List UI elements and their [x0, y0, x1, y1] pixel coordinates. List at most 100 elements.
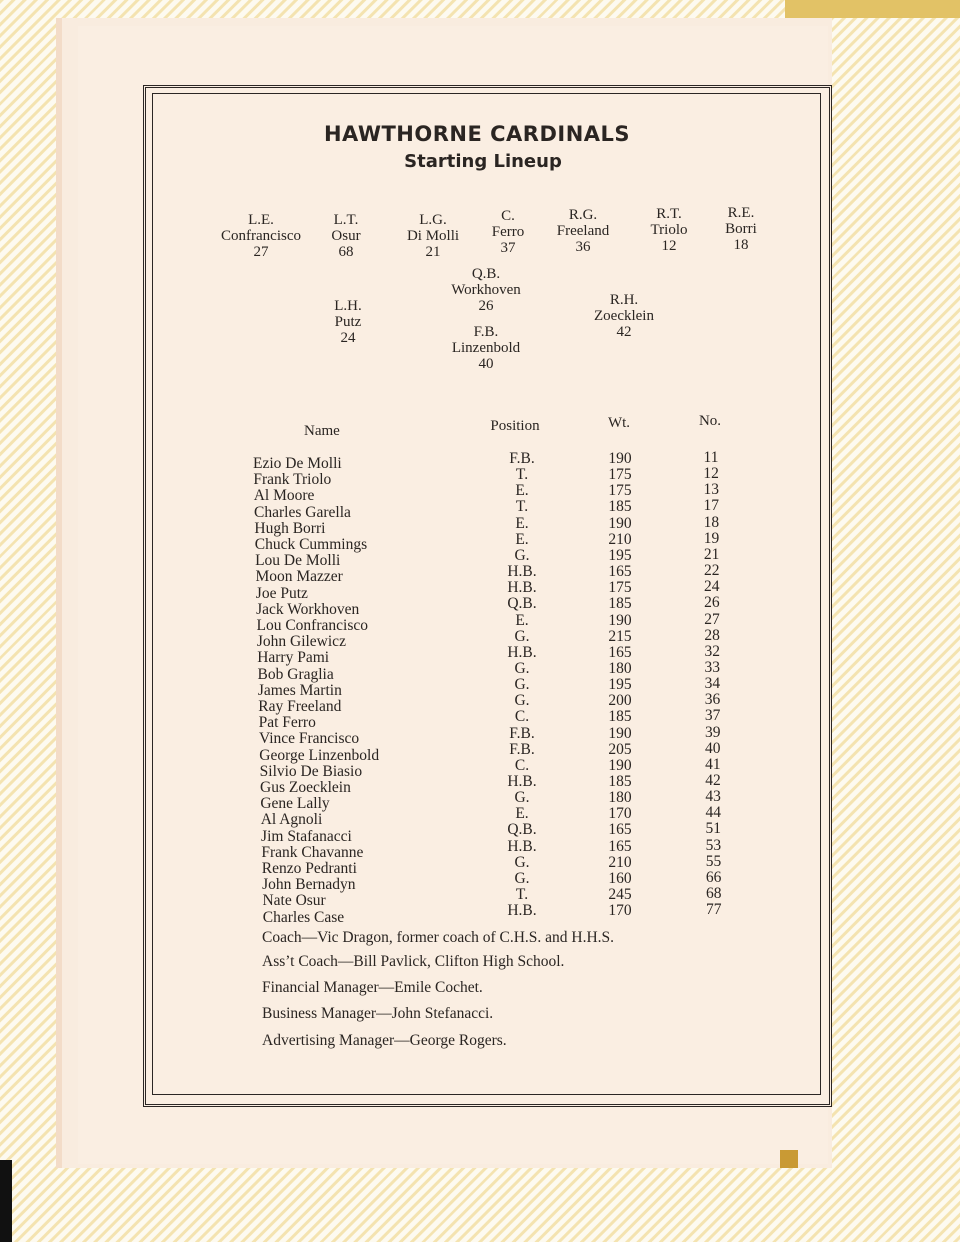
lineup-no: 68	[338, 244, 354, 260]
staff-entry: Financial Manager—Emile Cochet.	[262, 979, 483, 996]
player-weight: 185	[608, 773, 632, 790]
player-weight: 165	[608, 643, 632, 661]
player-position: G.	[514, 659, 530, 677]
player-name: John Bernadyn	[262, 876, 356, 894]
player-name: Gene Lally	[260, 795, 330, 813]
player-name: Vince Francisco	[258, 730, 360, 748]
lineup-position: L.G. Di Molli 21	[407, 212, 459, 260]
staff-entry: Coach—Vic Dragon, former coach of C.H.S.…	[262, 929, 615, 946]
program-page	[78, 26, 828, 1164]
player-number: 12	[703, 465, 719, 483]
staff-entry: Ass’t Coach—Bill Pavlick, Clifton High S…	[262, 953, 565, 970]
player-position: Q.B.	[507, 595, 537, 613]
player-position: E.	[515, 805, 529, 823]
player-name: Gus Zoecklein	[260, 779, 351, 796]
player-weight: 165	[608, 837, 632, 855]
player-position: T.	[515, 498, 529, 516]
player-weight: 195	[608, 676, 632, 694]
lineup-position: Q.B. Workhoven 26	[451, 266, 521, 314]
player-number: 43	[705, 788, 721, 806]
player-name: Nate Osur	[262, 892, 326, 910]
player-number: 42	[705, 772, 721, 789]
lineup-pos: L.G.	[419, 212, 447, 228]
player-name: Harry Pami	[257, 649, 330, 667]
player-weight: 180	[608, 789, 632, 807]
player-position: H.B.	[507, 837, 537, 855]
player-weight: 190	[608, 756, 632, 774]
player-number: 55	[705, 852, 722, 870]
player-weight: 170	[608, 902, 632, 920]
player-weight: 195	[608, 546, 632, 564]
player-position: C.	[514, 756, 530, 774]
lineup-name: Putz	[334, 314, 362, 330]
player-number: 68	[705, 885, 722, 903]
player-name: James Martin	[257, 681, 342, 699]
lineup-name: Osur	[331, 228, 361, 244]
player-position: Q.B.	[507, 821, 537, 839]
player-name: Lou De Molli	[255, 552, 341, 570]
player-number: 17	[703, 497, 720, 515]
lineup-name: Zoecklein	[594, 308, 654, 324]
lineup-pos: C.	[501, 208, 515, 224]
player-weight: 200	[608, 692, 632, 710]
player-name: John Gilewicz	[256, 633, 346, 651]
lineup-pos: L.T.	[333, 212, 359, 228]
player-position: C.	[514, 708, 530, 726]
player-name: Hugh Borri	[254, 519, 326, 537]
player-number: 77	[706, 901, 722, 919]
player-position: H.B.	[507, 773, 537, 790]
player-number: 36	[704, 691, 721, 709]
player-weight: 205	[608, 740, 632, 758]
lineup-name: Linzenbold	[451, 340, 521, 356]
player-weight: 245	[608, 886, 632, 904]
player-weight: 165	[608, 821, 632, 839]
player-number: 34	[704, 675, 721, 693]
player-weight: 175	[608, 579, 632, 597]
player-position: G.	[514, 869, 530, 887]
player-weight: 165	[608, 563, 632, 581]
player-weight: 185	[608, 708, 632, 726]
column-header: Wt.	[607, 415, 631, 431]
player-name: Jim Stafanacci	[261, 827, 352, 845]
player-weight: 175	[608, 466, 632, 484]
player-weight: 210	[608, 853, 632, 871]
player-name: Pat Ferro	[258, 714, 316, 732]
lineup-position: L.H. Putz 24	[334, 298, 362, 346]
player-position: H.B.	[507, 563, 537, 581]
player-position: H.B.	[507, 643, 537, 661]
lineup-no: 27	[253, 244, 269, 260]
player-position: H.B.	[507, 902, 537, 920]
lineup-no: 18	[733, 237, 749, 253]
scan-edge	[0, 1160, 12, 1242]
player-number: 28	[704, 626, 720, 644]
player-number: 37	[704, 707, 721, 725]
player-name: Ezio De Molli	[253, 455, 342, 472]
lineup-pos: L.H.	[334, 298, 362, 314]
player-position: F.B.	[509, 724, 535, 742]
player-position: E.	[515, 530, 529, 548]
lineup-no: 36	[575, 239, 591, 255]
player-weight: 215	[608, 627, 632, 645]
player-number: 40	[705, 739, 721, 757]
lineup-pos: L.E.	[248, 212, 274, 228]
player-weight: 210	[608, 530, 632, 548]
lineup-position: R.G. Freeland 36	[557, 207, 609, 255]
player-number: 51	[705, 820, 722, 838]
player-position: T.	[515, 466, 529, 484]
lineup-no: 24	[340, 330, 356, 346]
lineup-position: L.E. Confrancisco 27	[221, 212, 301, 260]
player-position: G.	[514, 692, 530, 710]
lineup-pos: F.B.	[473, 324, 499, 340]
player-name: Lou Confrancisco	[256, 617, 368, 634]
player-name: Joe Putz	[255, 584, 308, 602]
player-name: Frank Triolo	[253, 471, 332, 489]
player-position: F.B.	[509, 450, 535, 467]
player-weight: 170	[608, 805, 632, 823]
staff-entry: Business Manager—John Stefanacci.	[262, 1005, 494, 1022]
player-number: 39	[704, 723, 721, 741]
page-border-inner	[152, 93, 821, 1095]
lineup-name: Borri	[725, 221, 757, 237]
player-name: Al Moore	[253, 487, 315, 505]
player-number: 21	[703, 545, 720, 563]
lineup-name: Workhoven	[451, 282, 521, 298]
